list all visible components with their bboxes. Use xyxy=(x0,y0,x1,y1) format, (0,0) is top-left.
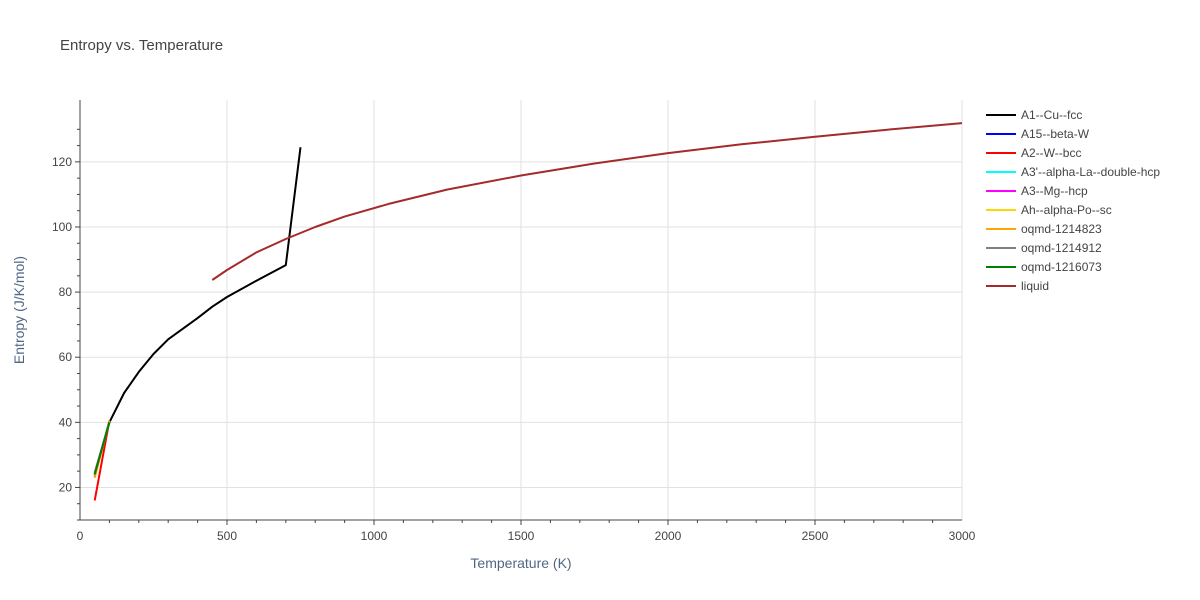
legend-label: Ah--alpha-Po--sc xyxy=(1021,203,1112,217)
legend-item[interactable]: oqmd-1216073 xyxy=(986,260,1102,274)
legend-label: oqmd-1214823 xyxy=(1021,222,1102,236)
x-axis-title: Temperature (K) xyxy=(470,555,571,571)
x-tick-label: 2500 xyxy=(802,529,829,543)
y-tick-label: 80 xyxy=(59,285,73,299)
y-axis-title: Entropy (J/K/mol) xyxy=(11,256,27,364)
legend-label: A3'--alpha-La--double-hcp xyxy=(1021,165,1160,179)
x-tick-label: 2000 xyxy=(655,529,682,543)
legend-item[interactable]: oqmd-1214823 xyxy=(986,222,1102,236)
legend-label: liquid xyxy=(1021,279,1049,293)
legend-label: A3--Mg--hcp xyxy=(1021,184,1088,198)
y-tick-label: 100 xyxy=(52,220,72,234)
y-tick-label: 20 xyxy=(59,480,73,494)
series-line-oqmd-1216073 xyxy=(93,422,111,475)
legend-item[interactable]: A1--Cu--fcc xyxy=(986,108,1082,122)
series-group xyxy=(93,122,963,501)
grid xyxy=(80,100,963,520)
x-tick-label: 0 xyxy=(77,529,84,543)
legend-label: A2--W--bcc xyxy=(1021,146,1081,160)
y-tick-label: 120 xyxy=(52,155,72,169)
legend-label: oqmd-1214912 xyxy=(1021,241,1102,255)
legend-item[interactable]: A3'--alpha-La--double-hcp xyxy=(986,165,1160,179)
legend-label: A1--Cu--fcc xyxy=(1021,108,1082,122)
series-line-liquid xyxy=(211,122,963,281)
legend-item[interactable]: liquid xyxy=(986,279,1049,293)
legend-item[interactable]: oqmd-1214912 xyxy=(986,241,1102,255)
chart-title: Entropy vs. Temperature xyxy=(60,37,223,54)
legend: A1--Cu--fcc A15--beta-W A2--W--bcc A3'--alp… xyxy=(986,108,1160,293)
legend-label: oqmd-1216073 xyxy=(1021,260,1102,274)
legend-item[interactable]: A3--Mg--hcp xyxy=(986,184,1088,198)
legend-item[interactable]: A2--W--bcc xyxy=(986,146,1081,160)
legend-item[interactable]: A15--beta-W xyxy=(986,127,1090,141)
legend-item[interactable]: Ah--alpha-Po--sc xyxy=(986,203,1112,217)
x-tick-label: 1500 xyxy=(508,529,535,543)
x-tick-label: 500 xyxy=(217,529,237,543)
legend-label: A15--beta-W xyxy=(1021,127,1090,141)
y-tick-label: 40 xyxy=(59,415,73,429)
y-tick-label: 60 xyxy=(59,350,73,364)
series-line-a1-cu-fcc xyxy=(93,147,302,475)
x-tick-label: 3000 xyxy=(949,529,976,543)
x-tick-label: 1000 xyxy=(361,529,388,543)
axes: 0 500 1000 1500 2000 2500 3000 20 40 60 80 100 120 xyxy=(52,100,976,543)
